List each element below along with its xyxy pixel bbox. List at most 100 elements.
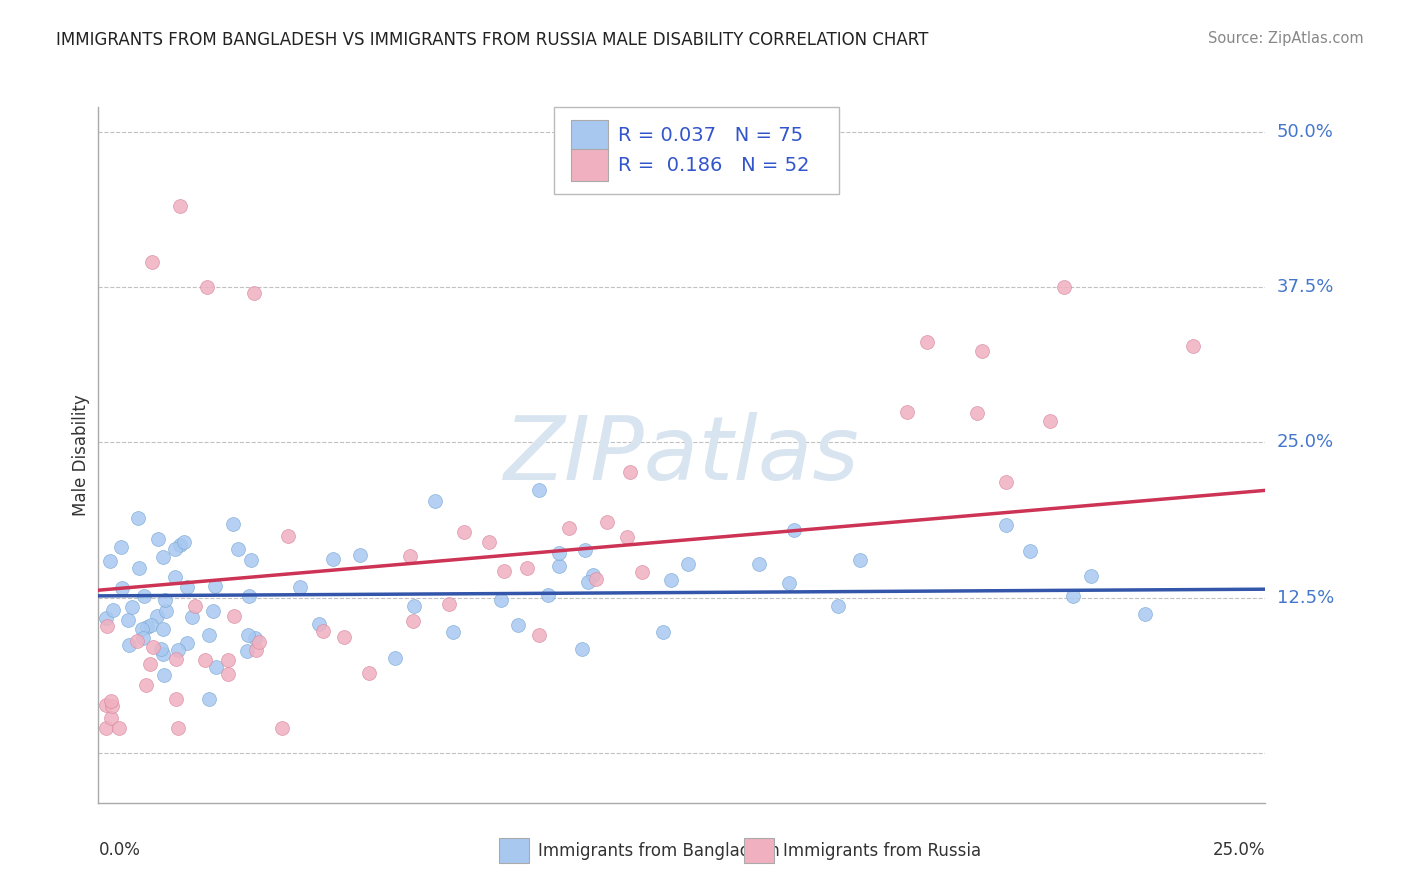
Point [236,628,259,642]
Text: 0.0%: 0.0% [98,841,141,859]
Point [970,343,993,358]
Point [290,580,312,594]
Point [896,405,918,419]
Point [163,570,186,584]
Point [125,633,148,648]
Point [181,609,204,624]
Point [238,589,260,603]
Point [322,552,344,566]
Text: 25.0%: 25.0% [1277,434,1334,451]
Point [136,620,159,634]
Point [98,554,121,568]
Point [529,483,551,497]
Point [153,593,176,607]
Point [748,557,770,571]
Point [165,542,187,557]
Point [198,628,221,642]
Point [205,660,228,674]
Point [142,640,165,654]
Point [153,668,176,682]
Point [139,657,162,672]
Point [166,642,188,657]
Point [1062,589,1084,603]
Point [631,566,654,580]
Point [132,631,155,645]
Point [121,600,143,615]
Point [676,557,699,571]
Point [111,581,134,595]
Point [139,618,162,632]
Point [176,636,198,650]
Point [152,550,174,565]
Point [492,565,515,579]
Point [778,575,800,590]
Point [827,599,849,613]
Text: 50.0%: 50.0% [1277,123,1333,141]
Point [239,552,262,566]
Point [516,560,538,574]
Point [204,579,226,593]
Point [1019,544,1042,558]
FancyBboxPatch shape [554,107,839,194]
Point [152,647,174,661]
Point [169,199,191,213]
Point [332,631,354,645]
Point [270,721,292,735]
Point [585,572,607,586]
Point [659,573,682,587]
Point [96,619,118,633]
Point [222,609,245,624]
Point [131,622,153,636]
Point [783,524,806,538]
Point [915,334,938,349]
Point [489,593,512,607]
Point [173,534,195,549]
Point [384,651,406,665]
Text: Source: ZipAtlas.com: Source: ZipAtlas.com [1208,31,1364,46]
Point [108,721,131,735]
Point [118,638,141,652]
Point [167,721,190,735]
Point [152,622,174,636]
Point [537,588,560,602]
Point [201,604,224,618]
Point [651,625,673,640]
Point [399,549,422,563]
Point [478,535,501,549]
Point [100,694,122,708]
Point [596,515,619,529]
Text: ZIPatlas: ZIPatlas [505,412,859,498]
Point [110,541,132,555]
Point [548,558,571,573]
Point [100,711,122,725]
Point [194,653,217,667]
Point [423,494,446,508]
Point [404,599,426,613]
Point [217,653,239,667]
Text: 37.5%: 37.5% [1277,278,1334,296]
Point [135,678,157,692]
Point [357,666,380,681]
Point [966,406,988,420]
Point [312,624,335,639]
Point [235,643,257,657]
Point [994,518,1017,533]
Point [1181,338,1204,352]
Point [574,542,596,557]
Point [141,255,163,269]
Point [439,597,461,611]
Point [146,533,169,547]
Point [217,667,239,681]
Point [155,604,177,618]
Point [548,545,571,559]
Point [576,575,599,590]
Point [132,589,155,603]
Point [145,609,167,624]
FancyBboxPatch shape [571,120,609,152]
Point [508,617,530,632]
Point [176,580,198,594]
Point [165,651,187,665]
Point [1039,414,1062,428]
FancyBboxPatch shape [744,838,775,863]
Point [995,475,1018,490]
